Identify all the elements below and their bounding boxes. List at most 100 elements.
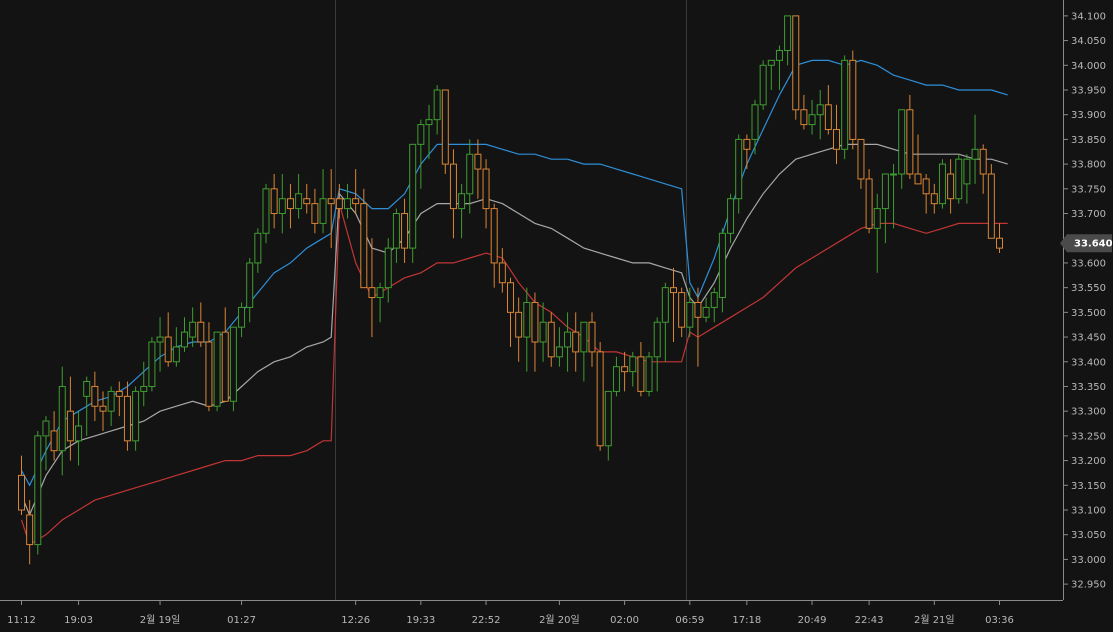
candle bbox=[670, 267, 677, 342]
candle bbox=[319, 169, 327, 234]
y-tick: 33.050 bbox=[1063, 530, 1106, 541]
x-tick-label: 2월 20일 bbox=[539, 614, 580, 626]
candle bbox=[531, 292, 539, 372]
candle bbox=[466, 139, 474, 214]
candle-body bbox=[384, 247, 392, 289]
candle-body bbox=[808, 114, 816, 126]
candle-body bbox=[197, 321, 205, 343]
candle-body bbox=[205, 341, 213, 407]
candle-body bbox=[841, 59, 849, 150]
candle bbox=[213, 331, 221, 412]
y-tick-label: 33.000 bbox=[1071, 555, 1106, 566]
candle-body bbox=[140, 385, 148, 392]
y-tick: 33.100 bbox=[1063, 506, 1106, 517]
candle-body bbox=[621, 366, 629, 373]
y-tick-label: 33.500 bbox=[1071, 308, 1106, 319]
candle bbox=[873, 193, 881, 273]
y-tick-label: 33.450 bbox=[1071, 333, 1106, 344]
candle bbox=[368, 238, 376, 338]
y-tick-label: 33.900 bbox=[1071, 110, 1106, 121]
candle bbox=[808, 99, 816, 135]
candle bbox=[727, 193, 735, 244]
candle bbox=[107, 386, 115, 426]
candle-body bbox=[743, 138, 751, 150]
price-tag-label: 33.640 bbox=[1074, 239, 1113, 250]
candle-body bbox=[164, 336, 172, 363]
y-tick: 33.550 bbox=[1063, 283, 1106, 294]
candle bbox=[841, 55, 849, 160]
candle bbox=[425, 104, 433, 160]
candle-body bbox=[458, 193, 466, 210]
candle bbox=[278, 174, 286, 234]
candle bbox=[710, 287, 718, 323]
candle-body bbox=[759, 64, 767, 106]
candle-body bbox=[417, 124, 425, 145]
candle bbox=[26, 500, 34, 565]
x-tick: 2월 20일 bbox=[539, 600, 580, 626]
candle-body bbox=[971, 148, 979, 160]
candle-body bbox=[661, 287, 669, 323]
candle-body bbox=[718, 232, 726, 299]
candle bbox=[751, 99, 759, 155]
y-tick-label: 33.250 bbox=[1071, 431, 1106, 442]
candle-body bbox=[319, 198, 327, 224]
candle bbox=[922, 174, 930, 214]
y-tick: 34.050 bbox=[1063, 36, 1106, 47]
candle bbox=[458, 183, 466, 239]
candle-body bbox=[547, 321, 555, 358]
y-tick: 32.950 bbox=[1063, 580, 1106, 591]
candle bbox=[140, 361, 148, 407]
candle bbox=[303, 183, 311, 214]
candle bbox=[352, 169, 360, 214]
candle-body bbox=[849, 59, 857, 140]
candle-body bbox=[515, 311, 523, 338]
candle-body bbox=[148, 341, 156, 387]
candle bbox=[816, 90, 824, 140]
candle-body bbox=[433, 89, 441, 121]
candle-body bbox=[344, 198, 351, 210]
candle-body bbox=[449, 163, 457, 210]
candle-body bbox=[588, 321, 596, 353]
candle bbox=[718, 228, 726, 313]
x-tick: 17:18 bbox=[732, 600, 761, 626]
y-tick: 33.350 bbox=[1063, 382, 1106, 393]
candle-body bbox=[368, 287, 376, 299]
candle-body bbox=[498, 262, 506, 284]
candle-body bbox=[816, 104, 824, 116]
candle-body bbox=[507, 282, 514, 313]
candle bbox=[930, 183, 938, 214]
candle-body bbox=[539, 321, 547, 343]
candle-body bbox=[262, 188, 270, 234]
y-tick-label: 33.850 bbox=[1071, 135, 1106, 146]
candle-body bbox=[172, 346, 180, 363]
candle bbox=[221, 307, 229, 402]
candle-body bbox=[898, 109, 906, 175]
candle bbox=[311, 188, 319, 234]
x-tick: 22:43 bbox=[855, 600, 884, 626]
y-tick-label: 33.600 bbox=[1071, 258, 1106, 269]
candle-body bbox=[637, 356, 645, 392]
candle bbox=[792, 15, 800, 120]
candle-body bbox=[295, 193, 303, 210]
candle-body bbox=[303, 198, 311, 205]
candle bbox=[498, 248, 506, 293]
y-tick: 33.800 bbox=[1063, 160, 1106, 171]
candle bbox=[702, 297, 710, 323]
candle-body bbox=[238, 306, 246, 328]
candle bbox=[132, 386, 140, 451]
y-tick-label: 34.000 bbox=[1071, 61, 1106, 72]
candle bbox=[979, 144, 987, 194]
candle-body bbox=[564, 331, 572, 348]
candle bbox=[555, 327, 563, 367]
candle bbox=[262, 183, 270, 244]
candle-body bbox=[229, 326, 237, 402]
y-tick: 33.200 bbox=[1063, 456, 1106, 467]
candle-body bbox=[50, 430, 58, 452]
candle bbox=[678, 287, 686, 338]
candle-body bbox=[270, 188, 278, 215]
candle-body bbox=[490, 208, 498, 264]
candle-body bbox=[670, 287, 677, 294]
candle bbox=[384, 238, 392, 303]
